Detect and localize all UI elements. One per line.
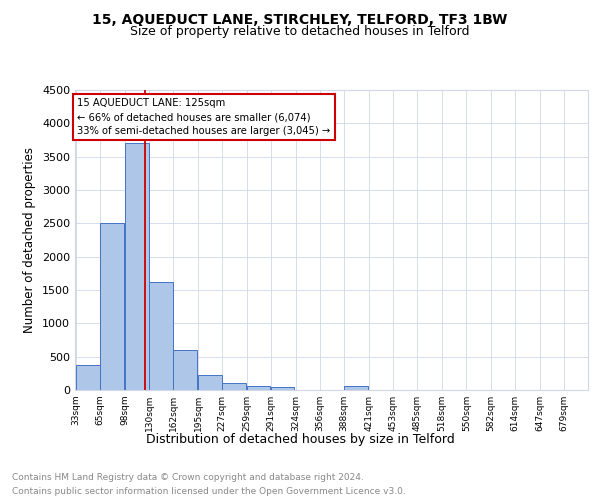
Text: Size of property relative to detached houses in Telford: Size of property relative to detached ho…: [130, 25, 470, 38]
Bar: [100, 224, 124, 390]
Bar: [247, 386, 271, 390]
Text: Contains public sector information licensed under the Open Government Licence v3: Contains public sector information licen…: [12, 488, 406, 496]
Bar: [149, 282, 173, 390]
Bar: [125, 144, 149, 390]
Text: 15, AQUEDUCT LANE, STIRCHLEY, TELFORD, TF3 1BW: 15, AQUEDUCT LANE, STIRCHLEY, TELFORD, T…: [92, 12, 508, 26]
Bar: [76, 365, 100, 390]
Bar: [271, 388, 295, 390]
Bar: [223, 382, 246, 390]
Bar: [198, 375, 222, 390]
Y-axis label: Number of detached properties: Number of detached properties: [23, 147, 37, 333]
Bar: [173, 350, 197, 390]
Text: 15 AQUEDUCT LANE: 125sqm
← 66% of detached houses are smaller (6,074)
33% of sem: 15 AQUEDUCT LANE: 125sqm ← 66% of detach…: [77, 98, 331, 136]
Bar: [344, 386, 368, 390]
Text: Distribution of detached houses by size in Telford: Distribution of detached houses by size …: [146, 432, 454, 446]
Text: Contains HM Land Registry data © Crown copyright and database right 2024.: Contains HM Land Registry data © Crown c…: [12, 472, 364, 482]
